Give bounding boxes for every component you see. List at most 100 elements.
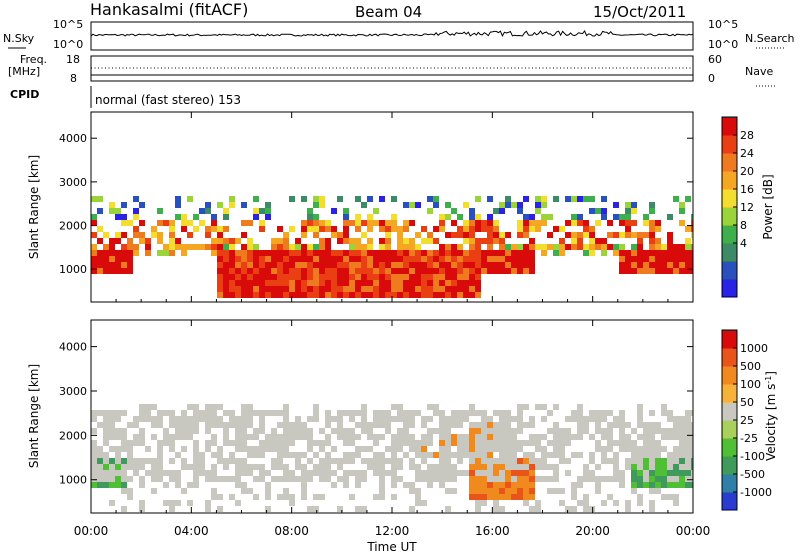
velocity-cell xyxy=(541,446,547,452)
velocity-cell xyxy=(583,506,589,512)
velocity-cell xyxy=(679,470,685,476)
power-cell xyxy=(253,208,259,214)
time-x-axis: 00:00 04:00 08:00 12:00 16:00 20:00 00:00 xyxy=(74,112,710,538)
power-cell xyxy=(337,232,343,238)
power-cell xyxy=(649,268,655,274)
power-cell xyxy=(349,220,355,226)
power-cell xyxy=(103,250,109,256)
power-cell xyxy=(247,244,253,250)
velocity-cell xyxy=(577,476,583,482)
power-cell xyxy=(451,208,457,214)
power-cell xyxy=(133,232,139,238)
velocity-cell xyxy=(631,458,637,464)
velocity-cell xyxy=(577,500,583,506)
power-cell xyxy=(643,250,649,256)
power-cell xyxy=(601,238,607,244)
velocity-cell xyxy=(355,476,361,482)
velocity-cell xyxy=(439,482,445,488)
velocity-cell xyxy=(283,428,289,434)
velocity-cell xyxy=(397,404,403,410)
velocity-cell xyxy=(193,470,199,476)
power-cell xyxy=(589,226,595,232)
velocity-cell xyxy=(517,482,523,488)
power-cell xyxy=(241,274,247,280)
velocity-colorbar-tick-label: -1000 xyxy=(740,486,772,499)
velocity-cell xyxy=(391,458,397,464)
power-cell xyxy=(385,238,391,244)
power-cell xyxy=(451,292,457,298)
nsky-tick-top: 10^5 xyxy=(53,18,83,31)
power-cell xyxy=(679,220,685,226)
velocity-cell xyxy=(553,470,559,476)
power-cell xyxy=(313,274,319,280)
power-cell xyxy=(373,208,379,214)
velocity-cell xyxy=(145,446,151,452)
power-cell xyxy=(337,196,343,202)
power-cell xyxy=(187,244,193,250)
power-cell xyxy=(343,250,349,256)
velocity-cell xyxy=(205,404,211,410)
power-cell xyxy=(385,280,391,286)
velocity-cell xyxy=(691,470,693,476)
velocity-cell xyxy=(625,464,631,470)
x-tick-label: 08:00 xyxy=(274,524,309,538)
velocity-cell xyxy=(313,494,319,500)
velocity-cell xyxy=(193,428,199,434)
power-cell xyxy=(433,268,439,274)
velocity-cell xyxy=(397,410,403,416)
power-cell xyxy=(427,274,433,280)
power-cell xyxy=(619,262,625,268)
velocity-cell xyxy=(205,410,211,416)
velocity-cell xyxy=(211,416,217,422)
power-cell xyxy=(499,202,505,208)
velocity-cell xyxy=(577,434,583,440)
velocity-cell xyxy=(493,422,499,428)
power-cell xyxy=(367,286,373,292)
velocity-cell xyxy=(331,416,337,422)
velocity-cell xyxy=(175,500,181,506)
velocity-cell xyxy=(565,458,571,464)
power-cell xyxy=(283,292,289,298)
power-cell xyxy=(577,220,583,226)
power-cell xyxy=(415,202,421,208)
power-cell xyxy=(529,262,535,268)
velocity-cell xyxy=(319,446,325,452)
velocity-cell xyxy=(259,416,265,422)
power-cell xyxy=(475,286,481,292)
power-cell xyxy=(127,262,133,268)
velocity-cell xyxy=(205,440,211,446)
velocity-cell xyxy=(91,446,97,452)
power-cell xyxy=(391,220,397,226)
power-cell xyxy=(505,256,511,262)
power-cell xyxy=(259,226,265,232)
power-cell xyxy=(403,226,409,232)
power-cell xyxy=(193,226,199,232)
velocity-cell xyxy=(499,410,505,416)
velocity-cell xyxy=(535,464,541,470)
velocity-cell xyxy=(475,476,481,482)
velocity-cell xyxy=(505,458,511,464)
velocity-cell xyxy=(139,416,145,422)
velocity-cell xyxy=(331,446,337,452)
power-cell xyxy=(181,214,187,220)
power-cell xyxy=(367,196,373,202)
power-cell xyxy=(313,232,319,238)
power-cell xyxy=(367,292,373,298)
power-ytick-label: 1000 xyxy=(59,263,87,276)
velocity-cell xyxy=(529,506,535,512)
velocity-cell xyxy=(139,464,145,470)
velocity-cell xyxy=(121,470,127,476)
velocity-cell xyxy=(139,458,145,464)
power-cell xyxy=(223,286,229,292)
velocity-cell xyxy=(571,506,577,512)
velocity-cell xyxy=(559,458,565,464)
velocity-cell xyxy=(169,440,175,446)
power-cell xyxy=(655,250,661,256)
velocity-cell xyxy=(361,404,367,410)
power-cell xyxy=(403,292,409,298)
power-cell xyxy=(535,196,541,202)
power-cell xyxy=(211,214,217,220)
power-cell xyxy=(349,268,355,274)
velocity-cell xyxy=(193,410,199,416)
power-cell xyxy=(277,280,283,286)
